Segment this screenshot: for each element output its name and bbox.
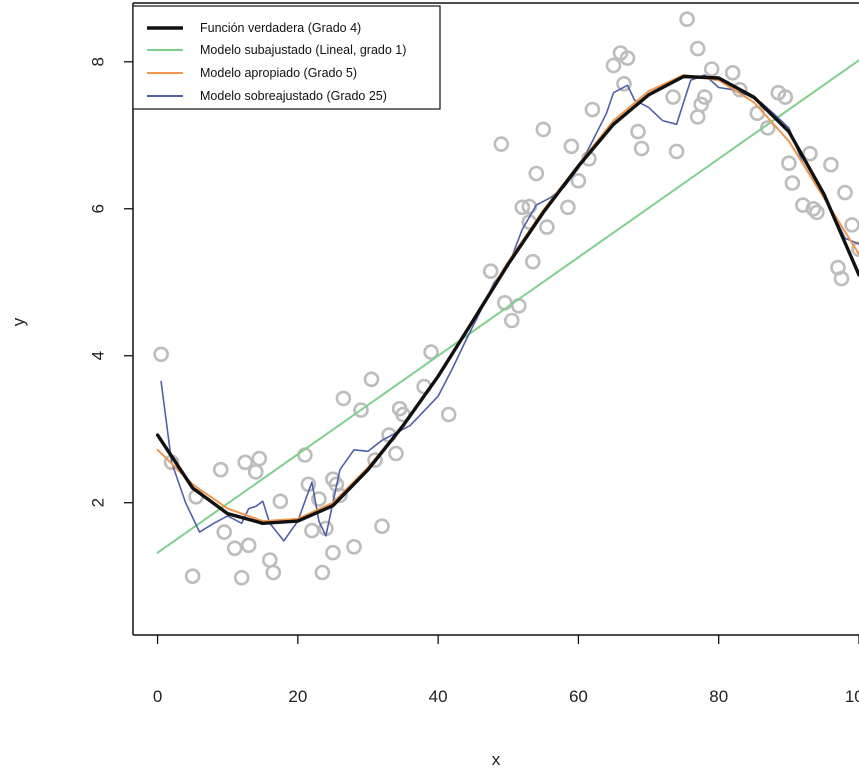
- legend-label-grade5: Modelo apropiado (Grado 5): [200, 66, 357, 80]
- data-point: [605, 57, 622, 74]
- legend-label-linear: Modelo subajustado (Lineal, grado 1): [200, 43, 406, 57]
- data-point: [325, 544, 341, 561]
- data-point: [374, 518, 390, 535]
- x-tick-label: 20: [288, 687, 307, 706]
- data-point: [619, 50, 636, 66]
- data-point: [665, 89, 681, 105]
- series-line-linear: [156, 59, 859, 554]
- data-point: [153, 346, 169, 363]
- data-point: [272, 493, 289, 510]
- data-point: [304, 522, 320, 539]
- data-point: [539, 219, 555, 235]
- data-point: [363, 371, 380, 388]
- data-point: [423, 344, 439, 360]
- data-point: [696, 89, 713, 105]
- data-point: [233, 569, 250, 586]
- data-point: [616, 76, 632, 92]
- x-axis: 0 20 40 60 80 100: [153, 635, 859, 706]
- data-point: [833, 270, 850, 287]
- data-point: [689, 40, 706, 57]
- data-point: [353, 402, 369, 418]
- data-point: [837, 184, 853, 201]
- legend-box: [132, 5, 441, 110]
- data-point: [668, 143, 685, 160]
- data-point: [679, 11, 695, 28]
- data-point: [802, 145, 818, 162]
- data-point: [346, 538, 362, 555]
- x-tick-label: 60: [569, 687, 588, 706]
- data-point: [311, 491, 327, 507]
- data-point: [528, 165, 545, 182]
- data-point: [805, 201, 822, 217]
- data-point: [823, 156, 839, 173]
- data-point: [563, 138, 580, 155]
- data-point: [335, 390, 352, 407]
- data-point: [514, 199, 531, 216]
- x-tick-label: 40: [429, 687, 448, 706]
- data-point: [251, 450, 268, 467]
- y-tick-label: 2: [89, 498, 108, 507]
- y-tick-label: 6: [88, 204, 107, 213]
- x-tick-label: 0: [153, 687, 162, 706]
- data-point: [240, 537, 257, 554]
- y-tick-label: 4: [89, 351, 108, 360]
- y-axis-label: y: [9, 317, 28, 326]
- data-point: [630, 123, 646, 140]
- x-axis-label: x: [492, 750, 501, 769]
- data-point: [570, 173, 587, 189]
- data-point: [560, 199, 576, 216]
- legend-label-grade25: Modelo sobreajustado (Grado 25): [200, 89, 387, 103]
- data-point: [482, 263, 499, 280]
- data-point: [367, 452, 383, 468]
- data-point: [584, 101, 601, 118]
- data-point: [633, 140, 650, 157]
- x-tick-label: 100: [845, 687, 859, 706]
- data-point: [851, 241, 859, 257]
- data-point: [503, 312, 520, 329]
- data-point: [237, 454, 253, 471]
- data-point: [784, 175, 801, 191]
- data-point: [388, 445, 404, 462]
- series-line-true-function: [155, 74, 859, 525]
- data-point: [184, 568, 201, 585]
- data-point: [693, 96, 710, 113]
- x-tick-label: 80: [709, 687, 728, 706]
- data-point: [724, 65, 741, 81]
- data-point: [493, 136, 510, 152]
- series-lines: [155, 59, 859, 554]
- data-point: [332, 487, 348, 504]
- data-point: [314, 564, 331, 581]
- data-point: [524, 253, 541, 270]
- data-point: [226, 540, 243, 557]
- data-point: [535, 121, 552, 138]
- data-point: [216, 524, 232, 540]
- data-point: [265, 564, 282, 581]
- y-tick-label: 8: [88, 57, 107, 66]
- data-point: [703, 61, 720, 77]
- legend-label-true: Función verdadera (Grado 4): [200, 21, 361, 35]
- data-point: [809, 204, 825, 221]
- y-axis: 2 4 6 8: [88, 57, 133, 507]
- data-point: [212, 461, 229, 478]
- data-point: [440, 406, 457, 423]
- data-point: [777, 89, 794, 105]
- legend: Función verdadera (Grado 4) Modelo subaj…: [132, 5, 441, 110]
- data-point: [781, 155, 797, 171]
